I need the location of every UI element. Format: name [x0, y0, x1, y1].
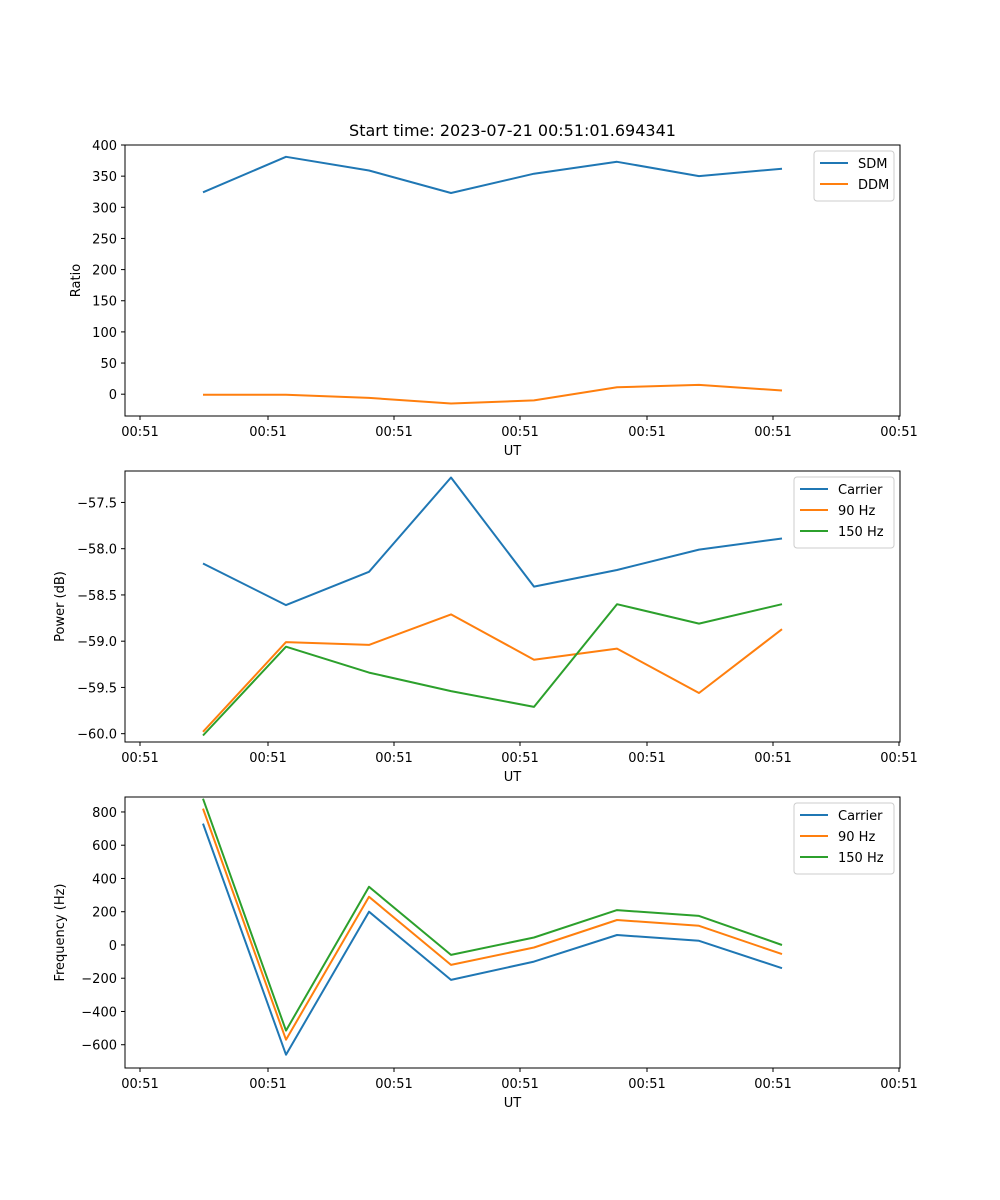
- y-tick-label: 350: [92, 170, 117, 185]
- plot-frame: [124, 796, 901, 1069]
- legend: Carrier 90 Hz 150 Hz: [793, 476, 895, 549]
- series-line-150-hz: [202, 798, 783, 1032]
- x-tick-label: 00:51: [754, 1077, 791, 1092]
- y-axis-label: Frequency (Hz): [53, 883, 68, 981]
- x-tick-label: 00:51: [121, 1077, 158, 1092]
- y-tick-label: 200: [92, 906, 117, 921]
- x-tick-label: 00:51: [121, 425, 158, 440]
- y-axis-label: Ratio: [69, 264, 84, 297]
- x-tick-label: 00:51: [121, 751, 158, 766]
- y-tick-label: 300: [92, 201, 117, 216]
- y-tick-label: −60.0: [77, 728, 117, 743]
- y-tick-label: −59.5: [77, 681, 117, 696]
- x-tick-label: 00:51: [880, 751, 917, 766]
- series-line-carrier: [202, 823, 783, 1056]
- x-tick-label: 00:51: [375, 425, 412, 440]
- chart-panel-1: 00:51 00:51 00:51 00:51 00:51 00:51 00:51 UT 0 50…: [69, 139, 918, 459]
- series-line-carrier: [202, 476, 783, 607]
- y-tick-label: −200: [81, 972, 117, 987]
- plot-frame: [124, 470, 901, 743]
- y-tick-label: 0: [109, 939, 117, 954]
- x-tick-label: 00:51: [754, 751, 791, 766]
- x-tick-label: 00:51: [628, 1077, 665, 1092]
- y-tick-label: −400: [81, 1005, 117, 1020]
- series-line-150-hz: [202, 603, 783, 737]
- series-line-ddm: [203, 383, 783, 405]
- y-tick-label: 400: [92, 872, 117, 887]
- y-tick-label: −58.5: [77, 589, 117, 604]
- x-axis-label: UT: [504, 1096, 522, 1111]
- y-tick-label: 200: [92, 264, 117, 279]
- x-tick-label: 00:51: [880, 1077, 917, 1092]
- x-tick-label: 00:51: [628, 425, 665, 440]
- chart-panel-3: 00:51 00:51 00:51 00:51 00:51 00:51 00:51 UT −60…: [53, 796, 918, 1111]
- legend-label: 150 Hz: [838, 525, 884, 540]
- y-tick-label: 250: [92, 232, 117, 247]
- y-tick-label: 150: [92, 295, 117, 310]
- y-tick-label: 0: [109, 388, 117, 403]
- x-tick-label: 00:51: [249, 751, 286, 766]
- y-tick-label: 400: [92, 139, 117, 154]
- legend-label: 90 Hz: [838, 504, 875, 519]
- legend-label: Carrier: [838, 483, 883, 498]
- x-tick-label: 00:51: [249, 1077, 286, 1092]
- y-tick-label: −600: [81, 1039, 117, 1054]
- y-tick-label: 800: [92, 806, 117, 821]
- legend-label: Carrier: [838, 809, 883, 824]
- x-tick-label: 00:51: [501, 1077, 538, 1092]
- y-tick-label: −57.5: [77, 496, 117, 511]
- y-tick-label: 100: [92, 326, 117, 341]
- legend: SDM DDM: [813, 150, 895, 202]
- y-axis-label: Power (dB): [53, 571, 68, 642]
- x-tick-label: 00:51: [501, 751, 538, 766]
- charts-container: 00:51 00:51 00:51 00:51 00:51 00:51 00:51 UT 0 50…: [53, 139, 918, 1111]
- x-tick-label: 00:51: [880, 425, 917, 440]
- y-tick-label: 600: [92, 839, 117, 854]
- plot-frame: [124, 144, 901, 417]
- series-line-90-hz: [202, 808, 783, 1041]
- x-tick-label: 00:51: [249, 425, 286, 440]
- legend-label: SDM: [858, 157, 887, 172]
- x-axis-label: UT: [504, 770, 522, 785]
- figure-title: Start time: 2023-07-21 00:51:01.694341: [349, 121, 676, 140]
- legend: Carrier 90 Hz 150 Hz: [793, 802, 895, 875]
- legend-label: 150 Hz: [838, 851, 884, 866]
- x-tick-label: 00:51: [628, 751, 665, 766]
- y-tick-label: 50: [100, 357, 117, 372]
- x-tick-label: 00:51: [375, 1077, 412, 1092]
- chart-panel-2: 00:51 00:51 00:51 00:51 00:51 00:51 00:51 UT −60…: [53, 470, 918, 785]
- series-line-90-hz: [202, 613, 783, 733]
- y-tick-label: −58.0: [77, 543, 117, 558]
- x-tick-label: 00:51: [501, 425, 538, 440]
- x-tick-label: 00:51: [754, 425, 791, 440]
- x-axis-label: UT: [504, 444, 522, 459]
- series-line-sdm: [202, 155, 783, 194]
- y-tick-label: −59.0: [77, 635, 117, 650]
- x-tick-label: 00:51: [375, 751, 412, 766]
- legend-label: 90 Hz: [838, 830, 875, 845]
- legend-label: DDM: [858, 178, 889, 193]
